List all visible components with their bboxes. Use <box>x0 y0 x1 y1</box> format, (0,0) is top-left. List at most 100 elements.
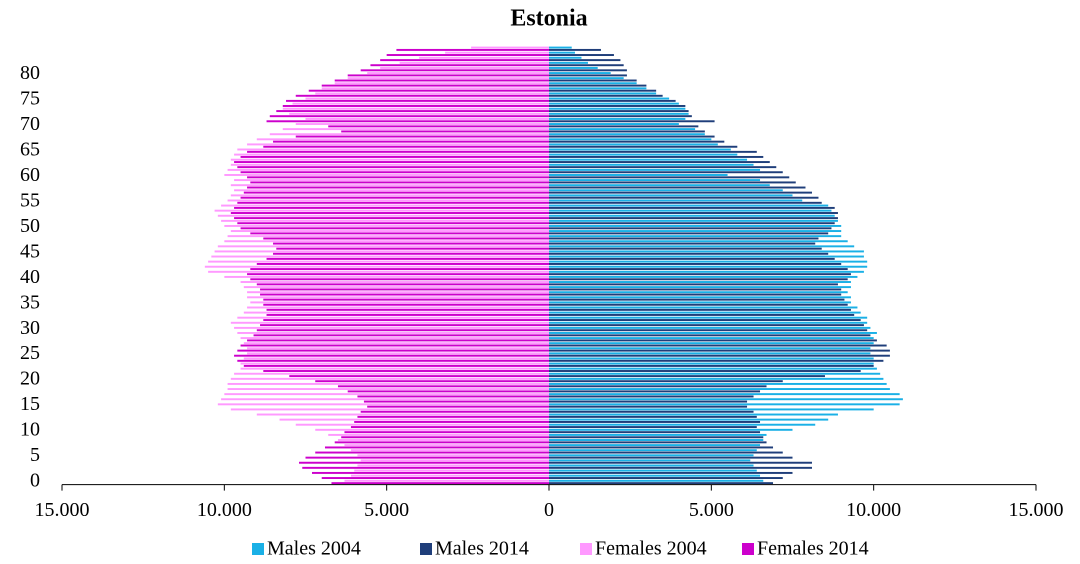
bar <box>380 66 549 69</box>
bar <box>341 436 549 439</box>
bar <box>250 268 549 271</box>
y-tick-label: 0 <box>30 470 40 492</box>
bar <box>237 166 549 169</box>
bar <box>549 265 868 268</box>
bar <box>295 135 549 138</box>
bar <box>240 171 550 174</box>
bar <box>321 84 549 87</box>
bar <box>549 255 864 258</box>
bar <box>549 364 874 367</box>
bar <box>549 388 890 391</box>
bar <box>256 283 549 286</box>
bar <box>230 212 549 214</box>
bar <box>549 342 874 345</box>
bar <box>263 370 549 372</box>
bar <box>247 339 549 342</box>
bar <box>237 349 549 352</box>
bar <box>214 250 550 253</box>
bar <box>549 191 812 194</box>
bar <box>350 474 549 477</box>
bar <box>549 263 842 265</box>
bar <box>227 388 549 391</box>
bar <box>221 219 549 222</box>
bar <box>240 337 550 340</box>
bar <box>549 308 851 311</box>
bar <box>263 237 549 240</box>
bar <box>243 364 549 367</box>
bar <box>549 390 761 393</box>
bar <box>260 293 549 296</box>
y-tick-label: 10 <box>20 419 40 441</box>
bar <box>549 461 812 464</box>
bar <box>549 316 868 319</box>
bar <box>240 281 550 283</box>
bar <box>549 446 774 449</box>
bar <box>549 332 877 334</box>
bar <box>549 398 903 401</box>
bar <box>549 408 874 411</box>
bar <box>549 59 621 62</box>
bar <box>549 283 838 286</box>
bar <box>289 375 549 378</box>
bar <box>549 306 858 309</box>
bar <box>224 224 550 227</box>
bar <box>549 97 670 100</box>
bar <box>334 441 549 444</box>
bar <box>549 247 822 250</box>
bar <box>549 245 855 248</box>
bar <box>549 143 718 146</box>
bar <box>549 428 793 431</box>
bar <box>289 112 549 115</box>
bar <box>337 385 549 388</box>
bar <box>227 168 549 171</box>
legend-swatch <box>420 543 432 555</box>
bar <box>305 97 549 100</box>
bar <box>549 54 614 56</box>
bar <box>234 179 549 182</box>
bar <box>549 222 835 225</box>
bar <box>549 286 851 289</box>
bar <box>243 342 549 345</box>
bar <box>549 79 637 82</box>
y-tick-label: 35 <box>20 291 40 313</box>
bar <box>549 130 705 133</box>
bar <box>549 168 761 171</box>
bar <box>286 99 549 102</box>
bar <box>328 125 549 128</box>
bar <box>240 362 550 365</box>
bar <box>247 306 549 309</box>
bar <box>234 354 549 357</box>
bar <box>324 446 549 449</box>
bar <box>549 194 793 197</box>
bar <box>549 214 835 217</box>
bar <box>549 201 822 204</box>
bar <box>549 128 696 131</box>
bar <box>549 291 848 294</box>
bar <box>276 110 549 113</box>
bar <box>549 102 679 105</box>
bar <box>549 140 725 143</box>
bar <box>247 352 549 355</box>
bar <box>227 382 549 385</box>
bar <box>549 372 881 375</box>
bar <box>269 133 549 136</box>
bar <box>549 120 715 123</box>
bar <box>230 194 549 197</box>
bar <box>549 426 757 429</box>
bar <box>549 357 874 360</box>
bar <box>549 296 851 299</box>
bar <box>549 439 764 441</box>
bar <box>549 301 851 304</box>
bar <box>549 181 796 184</box>
bar <box>549 393 900 396</box>
bar <box>549 257 835 260</box>
bar <box>549 477 783 480</box>
bar <box>224 174 550 176</box>
bar <box>549 359 884 362</box>
bar <box>549 324 864 327</box>
bar <box>549 367 877 370</box>
legend-swatch <box>252 543 264 555</box>
bar <box>240 196 550 199</box>
bar <box>549 110 689 113</box>
bar <box>549 464 754 467</box>
